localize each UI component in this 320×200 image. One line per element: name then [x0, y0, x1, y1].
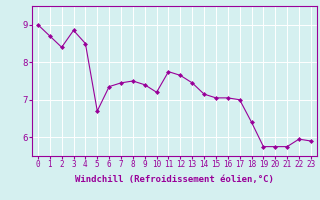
- X-axis label: Windchill (Refroidissement éolien,°C): Windchill (Refroidissement éolien,°C): [75, 175, 274, 184]
